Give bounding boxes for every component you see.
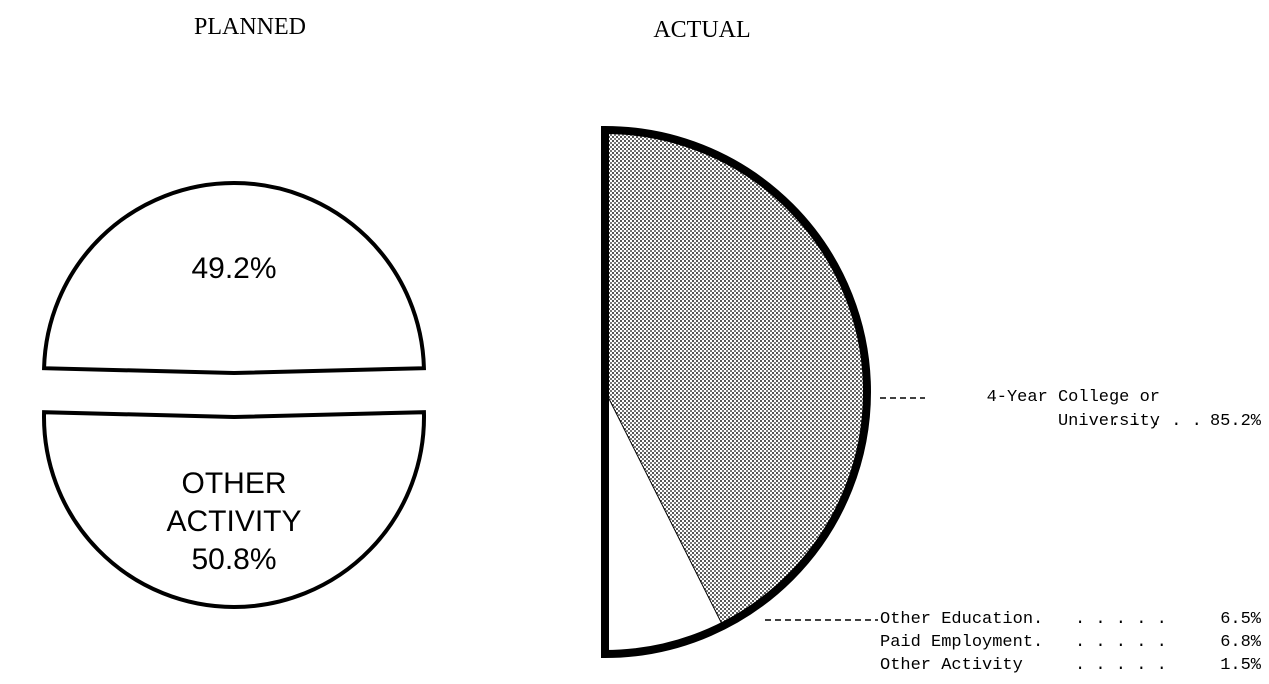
chart-title: ACTUAL [653, 17, 750, 43]
chart-title: PLANNED [194, 14, 306, 40]
slice-label: 49.2% [144, 250, 324, 288]
value-label: 49.2% [191, 251, 277, 285]
pie-slice [605, 392, 723, 646]
dot-leader: . . . . . [1075, 656, 1167, 675]
category-label: OTHER ACTIVITY [166, 466, 302, 538]
value-label: 50.8% [191, 542, 277, 576]
pie-slice [42, 410, 426, 609]
category-label: 4-Year College or University [986, 388, 1160, 431]
pie-slice [42, 181, 426, 376]
value-label: 6.8% [1220, 633, 1261, 652]
category-label: Other Activity [880, 656, 1023, 675]
value-label: 6.5% [1220, 610, 1261, 629]
dot-leader: . . . . . [1075, 610, 1167, 629]
category-label: Paid Employment. [880, 633, 1044, 652]
value-label: 85.2% [1209, 412, 1261, 431]
category-label: Other Education. [880, 610, 1044, 629]
dot-leader: . . . . . [1110, 412, 1202, 431]
value-label: 1.5% [1220, 656, 1261, 675]
pie-slice [605, 392, 673, 654]
dot-leader: . . . . . [1075, 633, 1167, 652]
slice-label: OTHER ACTIVITY 50.8% [144, 465, 324, 579]
pie-outline [601, 125, 871, 659]
